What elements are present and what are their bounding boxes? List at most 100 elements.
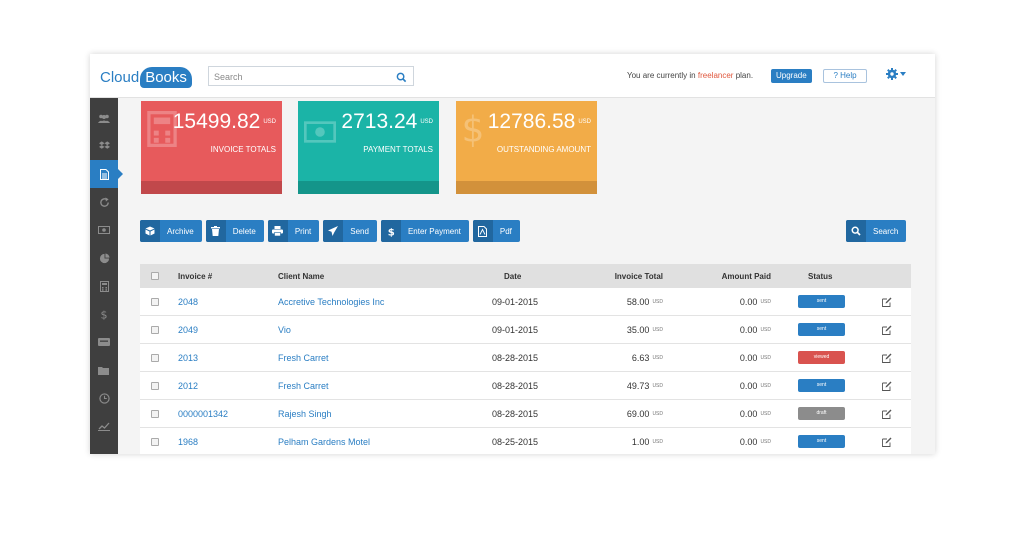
- calculator-icon: [99, 280, 109, 292]
- client-name-link[interactable]: Rajesh Singh: [278, 408, 332, 419]
- edit-invoice-button[interactable]: [882, 400, 892, 427]
- invoice-toolbar: Archive Delete Print Send $ Enter Paymen…: [140, 220, 520, 242]
- client-name-link[interactable]: Accretive Technologies Inc: [278, 296, 385, 307]
- delete-button[interactable]: Delete: [205, 220, 264, 242]
- invoice-date: 08-28-2015: [492, 352, 539, 363]
- sidebar-item-time[interactable]: [90, 384, 118, 412]
- col-client-name[interactable]: Client Name: [278, 271, 325, 281]
- table-row[interactable]: 2012 Fresh Carret 08-28-2015 49.73 USD 0.00 US…: [140, 372, 911, 400]
- sidebar-item-cards[interactable]: [90, 328, 118, 356]
- client-name-link[interactable]: Vio: [278, 324, 291, 335]
- status-badge[interactable]: sent: [798, 435, 845, 448]
- status-badge[interactable]: draft: [798, 407, 845, 420]
- archive-icon: [140, 220, 160, 242]
- invoice-total: 49.73 USD: [626, 380, 663, 391]
- folder-icon: [98, 366, 109, 375]
- upgrade-button[interactable]: Upgrade: [771, 69, 812, 83]
- print-button[interactable]: Print: [267, 220, 320, 242]
- sidebar-item-recurring[interactable]: [90, 188, 118, 216]
- client-name-link[interactable]: Fresh Carret: [278, 380, 329, 391]
- sidebar-item-contacts[interactable]: [90, 104, 118, 132]
- invoice-number-link[interactable]: 2012: [178, 380, 199, 391]
- status-badge[interactable]: viewed: [798, 351, 845, 364]
- status-badge[interactable]: sent: [798, 379, 845, 392]
- pdf-icon: [472, 220, 493, 242]
- sidebar-item-products[interactable]: [90, 132, 118, 160]
- search-icon[interactable]: [396, 70, 407, 88]
- row-select-cell: [151, 400, 159, 427]
- help-button[interactable]: ? Help: [823, 69, 867, 83]
- payment-totals-label: PAYMENT TOTALS: [363, 145, 433, 154]
- edit-invoice-button[interactable]: [882, 344, 892, 371]
- row-select-cell: [151, 372, 159, 399]
- sidebar-item-invoices[interactable]: [90, 160, 123, 188]
- invoice-number-link[interactable]: 0000001342: [178, 408, 229, 419]
- sidebar-item-reports[interactable]: [90, 244, 118, 272]
- col-status[interactable]: Status: [808, 271, 833, 281]
- enter-payment-button[interactable]: $ Enter Payment: [380, 220, 469, 242]
- settings-menu[interactable]: [886, 68, 906, 80]
- client-name-link[interactable]: Pelham Gardens Motel: [278, 436, 371, 447]
- edit-invoice-button[interactable]: [882, 372, 892, 399]
- status-cell: draft: [798, 400, 845, 427]
- invoice-number-link[interactable]: 1968: [178, 436, 199, 447]
- client-name-link[interactable]: Fresh Carret: [278, 352, 329, 363]
- table-row[interactable]: 1968 Pelham Gardens Motel 08-25-2015 1.00 US…: [140, 428, 911, 454]
- invoice-totals-card[interactable]: 15499.82 USD INVOICE TOTALS: [141, 101, 282, 194]
- invoice-date: 09-01-2015: [492, 324, 539, 335]
- row-checkbox[interactable]: [151, 437, 159, 446]
- edit-icon: [882, 381, 892, 391]
- col-amount-paid[interactable]: Amount Paid: [721, 271, 771, 281]
- row-checkbox[interactable]: [151, 353, 159, 362]
- edit-invoice-button[interactable]: [882, 288, 892, 315]
- invoice-date: 08-28-2015: [492, 408, 539, 419]
- table-row[interactable]: 0000001342 Rajesh Singh 08-28-2015 69.00 USD…: [140, 400, 911, 428]
- table-row[interactable]: 2049 Vio 09-01-2015 35.00 USD 0.00 USD sent: [140, 316, 911, 344]
- send-button[interactable]: Send: [323, 220, 377, 242]
- col-invoice-total[interactable]: Invoice Total: [614, 271, 663, 281]
- invoice-total: 1.00 USD: [631, 436, 663, 447]
- sidebar-item-expenses[interactable]: $: [90, 300, 118, 328]
- cloudbooks-logo[interactable]: Cloud Books: [100, 65, 192, 89]
- dropbox-icon: [98, 141, 110, 149]
- sidebar-item-files[interactable]: [90, 356, 118, 384]
- table-row[interactable]: 2013 Fresh Carret 08-28-2015 6.63 USD 0.00 USD…: [140, 344, 911, 372]
- edit-invoice-button[interactable]: [882, 428, 892, 454]
- row-checkbox[interactable]: [151, 381, 159, 390]
- invoice-total: 58.00 USD: [626, 296, 663, 307]
- table-header: Invoice # Client Name Date Invoice Total…: [140, 264, 911, 288]
- sidebar-item-estimates[interactable]: [90, 272, 118, 300]
- status-badge[interactable]: sent: [798, 295, 845, 308]
- row-checkbox[interactable]: [151, 409, 159, 418]
- edit-invoice-button[interactable]: [882, 316, 892, 343]
- invoice-number-link[interactable]: 2049: [178, 324, 199, 335]
- svg-text:$: $: [388, 227, 395, 236]
- search-box: [208, 66, 414, 86]
- col-invoice-number[interactable]: Invoice #: [178, 271, 213, 281]
- table-row[interactable]: 2048 Accretive Technologies Inc 09-01-2015…: [140, 288, 911, 316]
- amount-paid: 0.00 USD: [739, 408, 771, 419]
- payment-totals-amount: 2713.24 USD: [341, 110, 433, 133]
- status-badge[interactable]: sent: [798, 323, 845, 336]
- invoice-number-link[interactable]: 2048: [178, 296, 199, 307]
- sidebar-item-payments[interactable]: [90, 216, 118, 244]
- dollar-icon: $: [380, 220, 401, 242]
- row-checkbox[interactable]: [151, 297, 159, 306]
- invoice-total: 35.00 USD: [626, 324, 663, 335]
- archive-button[interactable]: Archive: [140, 220, 202, 242]
- select-all-checkbox[interactable]: [151, 272, 159, 280]
- edit-icon: [882, 409, 892, 419]
- money-icon: [304, 121, 336, 148]
- search-input[interactable]: [209, 68, 389, 86]
- invoice-number-link[interactable]: 2013: [178, 352, 199, 363]
- search-button[interactable]: Search: [846, 220, 907, 242]
- payment-totals-card[interactable]: 2713.24 USD PAYMENT TOTALS: [298, 101, 439, 194]
- svg-text:$: $: [462, 110, 485, 147]
- pie-chart-icon: [99, 252, 110, 263]
- row-checkbox[interactable]: [151, 325, 159, 334]
- col-date[interactable]: Date: [504, 271, 522, 281]
- sidebar-item-analytics[interactable]: [90, 412, 118, 440]
- pdf-button[interactable]: Pdf: [472, 220, 520, 242]
- card-footer-bar: [298, 181, 439, 194]
- outstanding-amount-card[interactable]: $ 12786.58 USD OUTSTANDING AMOUNT: [456, 101, 597, 194]
